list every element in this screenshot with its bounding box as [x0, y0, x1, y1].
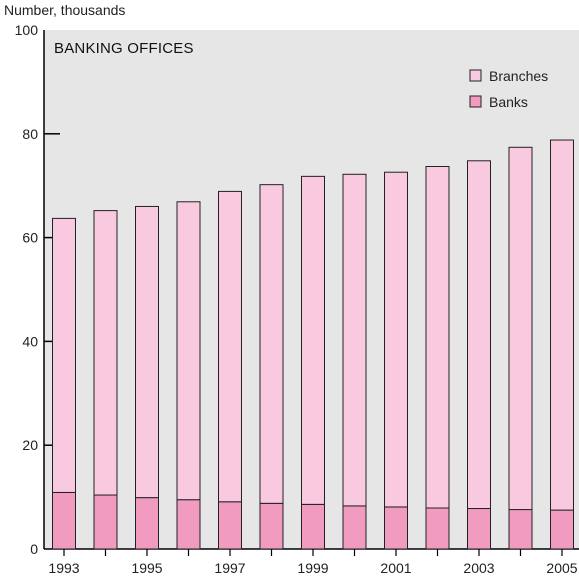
bar-banks-2003: [467, 508, 491, 550]
bar-branches-2002: [425, 166, 450, 509]
bar-banks-2005: [550, 509, 574, 550]
x-tick-label-1999: 1999: [297, 560, 328, 576]
chart-title: BANKING OFFICES: [54, 40, 194, 57]
bar-banks-1996: [176, 499, 201, 550]
bar-branches-2004: [508, 146, 533, 511]
y-tick-label-80: 80: [22, 126, 38, 142]
x-tick-label-2001: 2001: [380, 560, 411, 576]
bar-branches-1996: [176, 201, 201, 501]
bar-banks-1998: [259, 502, 284, 550]
x-tick-label-1993: 1993: [48, 560, 79, 576]
x-tick-label-1997: 1997: [214, 560, 245, 576]
bar-branches-2003: [467, 160, 491, 510]
x-tick-label-2005: 2005: [546, 560, 577, 576]
bar-banks-2004: [508, 509, 533, 550]
bar-banks-2002: [425, 507, 450, 550]
bar-banks-1995: [135, 497, 159, 550]
bar-branches-2001: [384, 171, 408, 508]
bar-branches-2000: [342, 173, 367, 507]
bar-branches-1995: [135, 205, 159, 499]
bar-branches-1999: [301, 175, 325, 505]
bar-branches-1997: [218, 190, 242, 503]
legend-label-branches: Branches: [489, 68, 548, 84]
bar-banks-1997: [218, 501, 242, 550]
legend-label-banks: Banks: [489, 94, 528, 110]
y-tick-label-20: 20: [22, 437, 38, 453]
bar-branches-1993: [52, 217, 76, 493]
bar-branches-1994: [93, 210, 118, 496]
y-tick-label-60: 60: [22, 230, 38, 246]
legend-swatch-branches: [469, 69, 482, 82]
bar-banks-1994: [93, 494, 118, 550]
y-tick-label-100: 100: [15, 22, 39, 38]
bar-banks-1999: [301, 503, 325, 550]
bars: [52, 139, 574, 550]
legend-swatch-banks: [469, 95, 482, 108]
legend: Branches Banks: [469, 68, 548, 110]
bar-branches-2005: [550, 139, 574, 511]
y-axis-label: Number, thousands: [4, 2, 125, 18]
bar-banks-2000: [342, 505, 367, 550]
bar-branches-1998: [259, 184, 284, 504]
bar-banks-1993: [52, 491, 76, 550]
bar-banks-2001: [384, 506, 408, 550]
x-ticks: 1993 1995 1997 1999 2001 2003 2005: [48, 549, 578, 576]
y-tick-label-40: 40: [22, 333, 38, 349]
x-tick-label-2003: 2003: [463, 560, 494, 576]
x-tick-label-1995: 1995: [131, 560, 162, 576]
y-tick-label-0: 0: [30, 541, 38, 557]
